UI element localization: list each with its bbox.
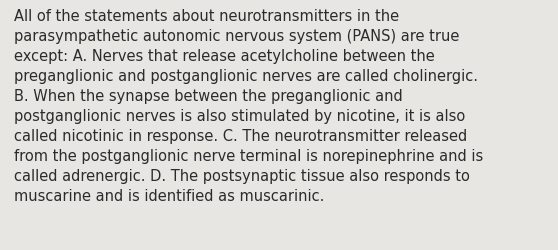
Text: All of the statements about neurotransmitters in the
parasympathetic autonomic n: All of the statements about neurotransmi… — [14, 9, 483, 203]
